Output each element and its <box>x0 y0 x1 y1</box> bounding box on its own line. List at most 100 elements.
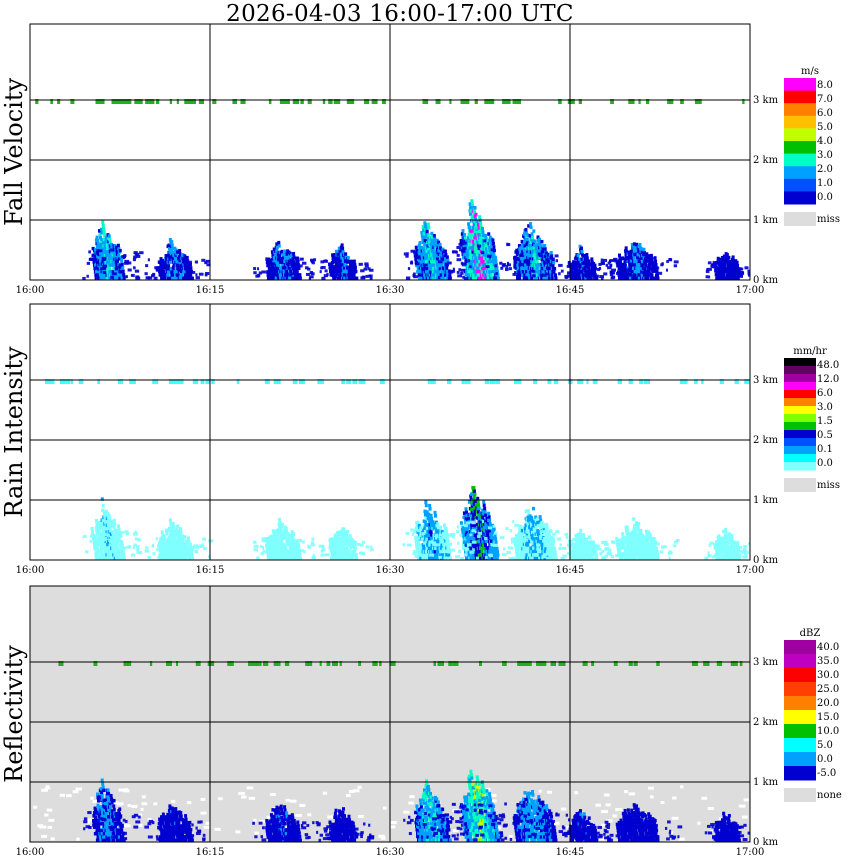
echo-pixel <box>593 266 597 271</box>
echo-pixel <box>637 276 641 280</box>
echo-pixel <box>178 549 182 554</box>
echo-pixel <box>284 526 288 531</box>
echo-pixel <box>516 550 520 554</box>
echo-pixel <box>338 530 342 534</box>
echo-pixel <box>253 548 258 552</box>
echo-cell <box>403 221 470 280</box>
echo-pixel <box>95 235 99 240</box>
echo-pixel <box>436 539 440 543</box>
echo-pixel <box>342 527 346 531</box>
echo-pixel <box>474 262 478 267</box>
echo-pixel <box>471 540 477 544</box>
echo-pixel <box>589 262 593 267</box>
echo-pixel <box>135 544 140 548</box>
echo-pixel <box>158 267 161 271</box>
echo-pixel <box>184 556 188 560</box>
echo-pixel <box>529 225 533 230</box>
echo-pixel <box>205 271 210 275</box>
echo-pixel <box>473 523 477 528</box>
echo-pixel <box>590 552 594 556</box>
echo-pixel <box>483 273 487 277</box>
echo-pixel <box>106 249 110 254</box>
echo-pixel <box>523 255 527 259</box>
echo-pixel <box>261 270 266 274</box>
echo-pixel <box>578 551 582 555</box>
echo-pixel <box>271 271 276 275</box>
echo-pixel <box>729 259 733 264</box>
echo-pixel <box>152 552 156 556</box>
echo-pixel <box>113 250 117 255</box>
echo-pixel <box>572 265 576 269</box>
echo-pixel <box>423 541 426 545</box>
level-dash <box>610 99 614 104</box>
echo-pixel <box>283 536 287 540</box>
echo-pixel <box>582 254 586 258</box>
echo-pixel <box>558 263 563 267</box>
level-dash <box>292 99 300 104</box>
echo-pixel <box>432 233 436 238</box>
echo-pixel <box>277 240 281 245</box>
echo-pixel <box>450 533 456 537</box>
echo-pixel <box>119 534 123 538</box>
echo-pixel <box>281 253 285 257</box>
echo-pixel <box>273 273 277 277</box>
echo-pixel <box>438 266 442 271</box>
echo-pixel <box>287 260 292 264</box>
echo-pixel <box>625 556 629 560</box>
echo-pixel <box>289 549 293 554</box>
echo-pixel <box>527 273 531 277</box>
echo-pixel <box>597 267 601 271</box>
echo-pixel <box>735 265 738 269</box>
echo-pixel <box>721 267 724 271</box>
echo-pixel <box>330 261 333 265</box>
echo-pixel <box>501 553 507 557</box>
echo-pixel <box>293 539 297 543</box>
echo-pixel <box>160 530 164 534</box>
echo-pixel <box>464 510 468 514</box>
echo-pixel <box>89 257 95 261</box>
echo-pixel <box>482 546 486 551</box>
echo-pixel <box>280 249 284 254</box>
echo-pixel <box>654 259 658 264</box>
echo-pixel <box>290 253 294 258</box>
echo-pixel <box>253 271 257 275</box>
echo-pixel <box>468 249 472 254</box>
echo-pixel <box>86 261 91 265</box>
echo-pixel <box>479 520 483 524</box>
echo-pixel <box>423 263 428 267</box>
echo-pixel <box>267 556 270 560</box>
echo-pixel <box>102 257 106 261</box>
echo-pixel <box>430 517 434 521</box>
echo-pixel <box>490 539 494 543</box>
echo-pixel <box>582 263 586 267</box>
echo-pixel <box>362 552 366 556</box>
echo-pixel <box>567 551 570 555</box>
echo-pixel <box>162 534 166 538</box>
echo-pixel <box>352 540 358 544</box>
echo-pixel <box>486 535 490 540</box>
echo-pixel <box>600 276 604 280</box>
echo-pixel <box>278 549 282 554</box>
level-dash <box>145 99 150 104</box>
echo-pixel <box>341 255 345 260</box>
echo-pixel <box>547 536 551 540</box>
echo-pixel <box>121 255 126 259</box>
echo-pixel <box>571 263 575 267</box>
echo-pixel <box>482 242 486 246</box>
echo-pixel <box>122 276 126 280</box>
echo-pixel <box>442 276 446 280</box>
echo-pixel <box>719 261 723 265</box>
echo-pixel <box>622 266 626 270</box>
echo-pixel <box>298 264 303 268</box>
chart-title: 2026-04-03 16:00-17:00 UTC <box>226 1 574 27</box>
echo-pixel <box>668 258 673 262</box>
echo-pixel <box>441 556 445 560</box>
height-tick-label: 3 km <box>753 95 779 106</box>
level-dash <box>116 99 121 104</box>
echo-pixel <box>649 253 653 258</box>
echo-pixel <box>102 546 106 550</box>
echo-pixel <box>429 556 433 560</box>
echo-pixel <box>104 250 108 255</box>
level-dash <box>137 99 143 104</box>
